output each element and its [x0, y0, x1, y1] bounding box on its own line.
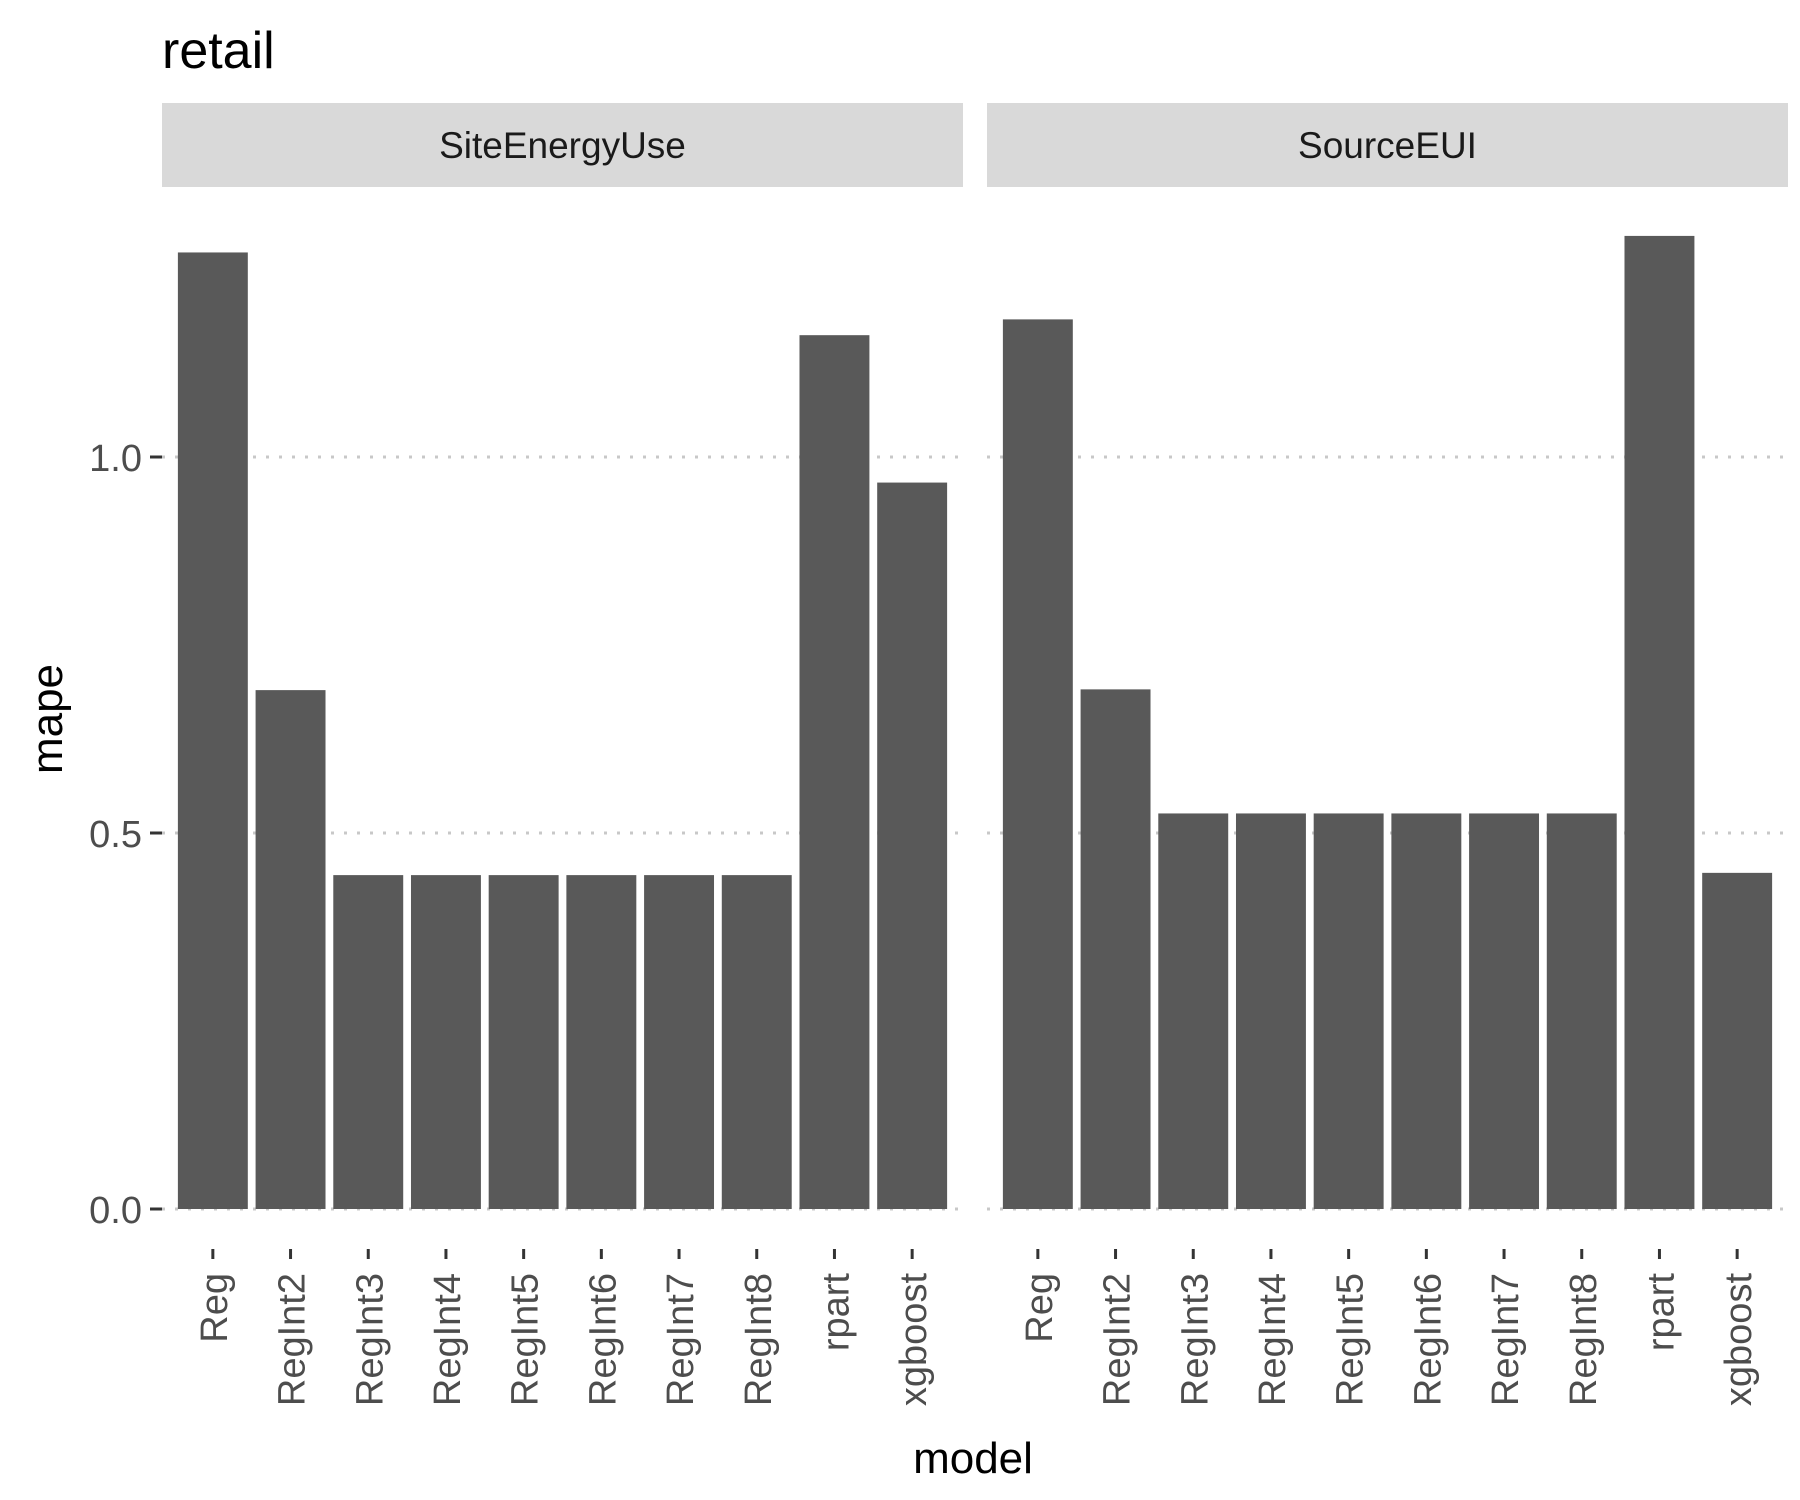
- bar-SiteEnergyUse-rpart: [799, 335, 870, 1209]
- x-tick-label: RegInt8: [738, 1273, 780, 1406]
- x-tick-label: Reg: [194, 1273, 236, 1343]
- bar-SourceEUI-rpart: [1624, 235, 1695, 1210]
- bar-SiteEnergyUse-RegInt5: [488, 875, 559, 1209]
- x-tick-label: RegInt2: [1097, 1273, 1139, 1406]
- facet-strip-label: SiteEnergyUse: [439, 125, 686, 166]
- bar-SiteEnergyUse-RegInt2: [255, 690, 326, 1209]
- x-tick-label: rpart: [1640, 1273, 1682, 1352]
- bar-SourceEUI-RegInt7: [1469, 813, 1540, 1209]
- y-tick-label: 0.0: [89, 1190, 142, 1232]
- bar-SiteEnergyUse-RegInt4: [410, 875, 481, 1209]
- bar-SiteEnergyUse-RegInt8: [721, 875, 792, 1209]
- x-axis-title: model: [913, 1434, 1033, 1483]
- bar-SiteEnergyUse-RegInt3: [333, 875, 404, 1209]
- facet-panel: SourceEUI Reg RegInt2 RegInt3 RegInt4 RegInt5…: [987, 103, 1788, 1406]
- bar-SiteEnergyUse-Reg: [177, 252, 248, 1209]
- chart-title: retail: [162, 22, 275, 80]
- facet-panels: SiteEnergyUse Reg RegInt2 RegInt3 RegInt4 Reg…: [162, 103, 1788, 1406]
- y-tick-label: 0.5: [89, 814, 142, 856]
- y-axis: 0.0 0.5 1.0: [89, 438, 162, 1232]
- bar-SourceEUI-RegInt3: [1158, 813, 1229, 1209]
- x-tick-label: xgboost: [1718, 1273, 1760, 1407]
- bar-SourceEUI-RegInt5: [1313, 813, 1384, 1209]
- x-tick-label: RegInt4: [427, 1273, 469, 1406]
- bar-SourceEUI-RegInt8: [1546, 813, 1617, 1209]
- x-tick-label: RegInt2: [272, 1273, 314, 1406]
- bar-SourceEUI-xgboost: [1702, 872, 1773, 1209]
- bar-SourceEUI-RegInt4: [1235, 813, 1306, 1209]
- facet-panel: SiteEnergyUse Reg RegInt2 RegInt3 RegInt4 Reg…: [162, 103, 963, 1406]
- x-tick-label: RegInt8: [1563, 1273, 1605, 1406]
- x-tick-label: xgboost: [893, 1273, 935, 1407]
- x-tick-label: RegInt5: [505, 1273, 547, 1406]
- bar-SiteEnergyUse-xgboost: [877, 482, 948, 1209]
- y-axis-title: mape: [23, 664, 72, 774]
- bar-SourceEUI-RegInt2: [1080, 689, 1151, 1209]
- bar-SourceEUI-RegInt6: [1391, 813, 1462, 1209]
- x-tick-label: RegInt3: [349, 1273, 391, 1406]
- x-tick-label: Reg: [1019, 1273, 1061, 1343]
- y-tick-label: 1.0: [89, 438, 142, 480]
- bar-SiteEnergyUse-RegInt7: [644, 875, 715, 1209]
- x-tick-label: RegInt6: [1407, 1273, 1449, 1406]
- bar-SourceEUI-Reg: [1002, 319, 1073, 1209]
- x-tick-label: rpart: [815, 1273, 857, 1352]
- facet-strip: [987, 103, 1788, 187]
- x-tick-label: RegInt6: [582, 1273, 624, 1406]
- facet-strip-label: SourceEUI: [1298, 125, 1477, 166]
- x-tick-label: RegInt7: [1485, 1273, 1527, 1406]
- x-tick-label: RegInt7: [660, 1273, 702, 1406]
- facet-strip: [162, 103, 963, 187]
- bar-SiteEnergyUse-RegInt6: [566, 875, 637, 1209]
- x-tick-label: RegInt4: [1252, 1273, 1294, 1406]
- x-tick-label: RegInt3: [1174, 1273, 1216, 1406]
- x-tick-label: RegInt5: [1330, 1273, 1372, 1406]
